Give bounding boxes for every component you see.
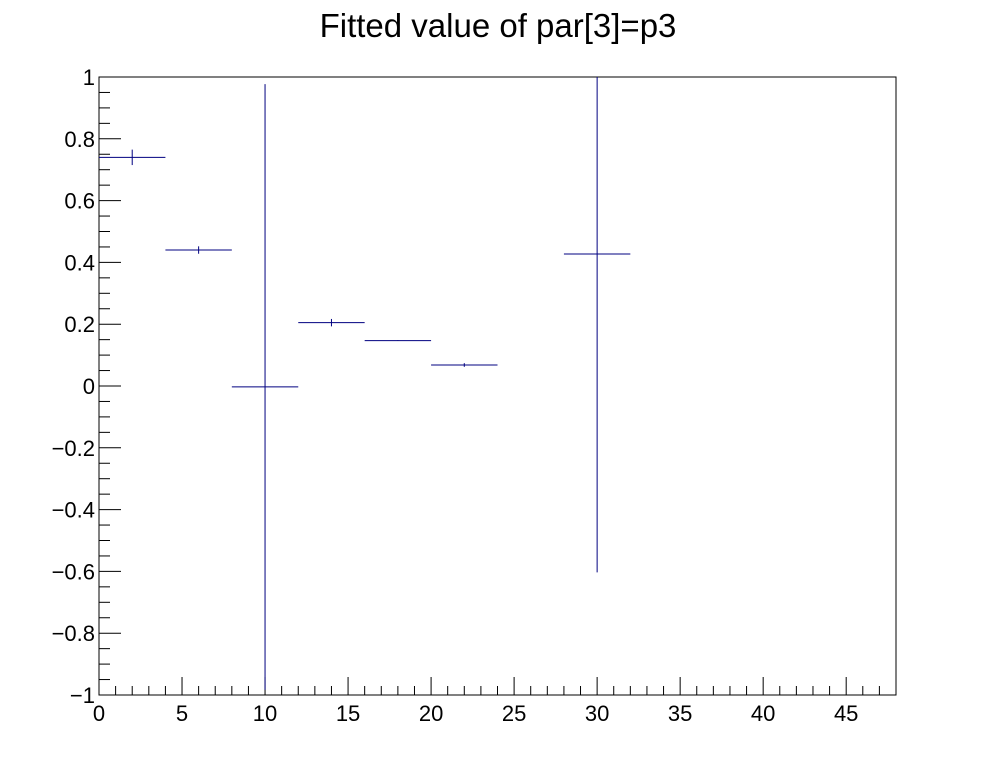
plot-frame [98, 76, 897, 696]
y-tick-label: 1 [83, 65, 95, 90]
x-tick-label: 15 [336, 701, 360, 726]
y-tick-label: −1 [70, 683, 95, 708]
x-tick-label: 10 [253, 701, 277, 726]
axis-ticks [98, 76, 897, 696]
x-tick-label: 40 [751, 701, 775, 726]
y-tick-label: −0.2 [52, 436, 95, 461]
data-point [298, 318, 365, 327]
data-points [99, 77, 631, 690]
data-point [431, 363, 498, 367]
data-point [165, 246, 232, 254]
y-tick-label: 0 [83, 374, 95, 399]
y-tick-label: −0.8 [52, 621, 95, 646]
chart-title: Fitted value of par[3]=p3 [320, 7, 677, 44]
x-tick-label: 0 [93, 701, 105, 726]
data-point [99, 149, 166, 166]
x-tick-label: 45 [834, 701, 858, 726]
y-tick-label: −0.4 [52, 498, 95, 523]
data-point [364, 340, 432, 342]
y-tick-label: −0.6 [52, 559, 95, 584]
x-tick-label: 30 [585, 701, 609, 726]
y-tick-label: 0.4 [64, 250, 95, 275]
y-tick-label: 0.2 [64, 312, 95, 337]
data-point [231, 84, 299, 690]
data-point [563, 77, 631, 573]
y-tick-label: 0.6 [64, 189, 95, 214]
x-tick-label: 20 [419, 701, 443, 726]
x-tick-label: 5 [176, 701, 188, 726]
x-tick-label: 25 [502, 701, 526, 726]
y-tick-label: 0.8 [64, 127, 95, 152]
tick-labels: 0 5 10 15 20 25 30 35 40 45 −1 −0.8 −0.6 −0.4 −0.2 0 0.2… [52, 65, 859, 726]
x-tick-label: 35 [668, 701, 692, 726]
plot-frame-rect [98, 76, 897, 696]
